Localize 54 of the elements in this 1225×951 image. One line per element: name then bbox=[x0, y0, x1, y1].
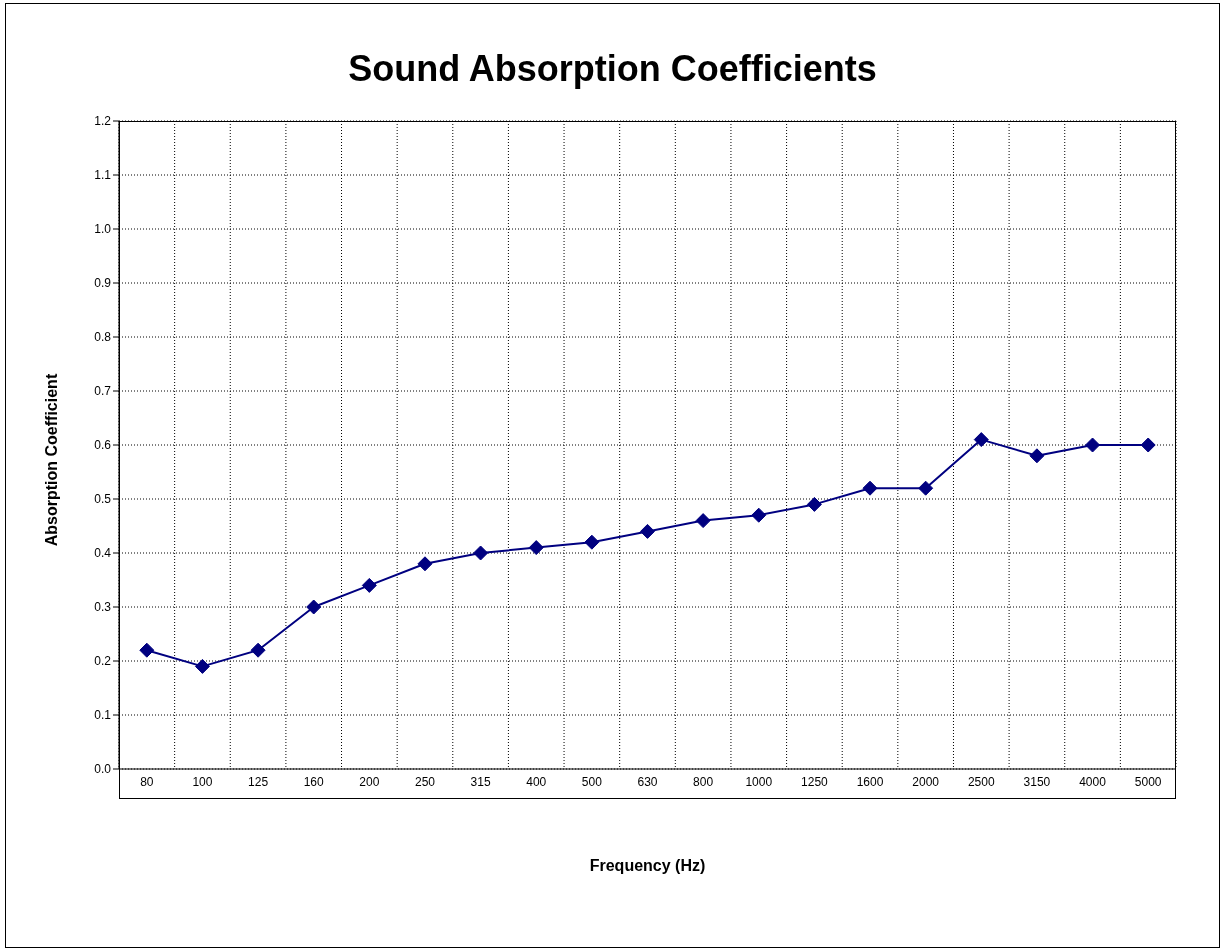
point bbox=[973, 432, 989, 448]
x-tick-label: 5000 bbox=[1134, 774, 1162, 789]
x-tick-label: 2000 bbox=[912, 774, 940, 789]
x-tick-label: 630 bbox=[637, 774, 658, 789]
x-tick-label: 500 bbox=[581, 774, 603, 789]
x-tick-label: 4000 bbox=[1079, 774, 1107, 789]
x-tick-label: 400 bbox=[526, 774, 547, 789]
point bbox=[473, 545, 489, 561]
x-tick-label: 100 bbox=[192, 774, 213, 789]
x-tick-label: 2500 bbox=[967, 774, 995, 789]
x-tick-label: 160 bbox=[303, 774, 325, 789]
point bbox=[528, 540, 544, 556]
point bbox=[640, 523, 655, 539]
y-tick-label: 0.5 bbox=[94, 492, 112, 507]
y-tick-label: 1.0 bbox=[94, 222, 112, 237]
point bbox=[751, 507, 767, 523]
x-tick-label: 125 bbox=[248, 774, 269, 789]
y-tick-label: 0.2 bbox=[94, 654, 112, 669]
x-tick-label: 250 bbox=[414, 774, 436, 789]
point bbox=[194, 658, 210, 674]
y-tick-label: 0.9 bbox=[94, 276, 112, 291]
point bbox=[1085, 437, 1101, 453]
x-tick-label: 1000 bbox=[745, 774, 773, 789]
y-tick-label: 0.6 bbox=[94, 438, 112, 453]
point bbox=[306, 599, 322, 615]
point bbox=[862, 480, 878, 496]
point bbox=[1029, 448, 1045, 464]
point bbox=[918, 480, 934, 496]
y-tick-label: 0.8 bbox=[94, 330, 112, 345]
point bbox=[250, 642, 266, 658]
point bbox=[1140, 437, 1156, 453]
x-tick-label: 200 bbox=[359, 774, 380, 789]
x-tick-label: 800 bbox=[693, 774, 714, 789]
x-tick-label: 1600 bbox=[856, 774, 884, 789]
x-tick-label: 3150 bbox=[1023, 774, 1051, 789]
point bbox=[806, 496, 822, 512]
y-tick-label: 0.4 bbox=[94, 546, 112, 561]
point bbox=[361, 577, 377, 593]
y-tick-label: 1.1 bbox=[94, 168, 112, 183]
point bbox=[695, 513, 711, 529]
x-tick-label: 315 bbox=[470, 774, 491, 789]
x-axis-title: Frequency (Hz) bbox=[588, 857, 707, 875]
y-tick-label: 0.3 bbox=[94, 600, 112, 615]
point bbox=[417, 556, 433, 572]
y-tick-label: 0.7 bbox=[94, 384, 112, 399]
x-tick-label: 1250 bbox=[801, 774, 829, 789]
x-tick-label: 80 bbox=[140, 774, 154, 789]
y-axis-title: Absorption Coefficient bbox=[43, 373, 61, 547]
y-tick-label: 0.0 bbox=[94, 762, 112, 777]
y-tick-label: 1.2 bbox=[94, 114, 112, 129]
y-tick-label: 0.1 bbox=[94, 708, 112, 723]
point bbox=[584, 534, 600, 550]
chart-title: Sound Absorption Coefficients bbox=[347, 48, 878, 90]
point bbox=[139, 642, 155, 658]
